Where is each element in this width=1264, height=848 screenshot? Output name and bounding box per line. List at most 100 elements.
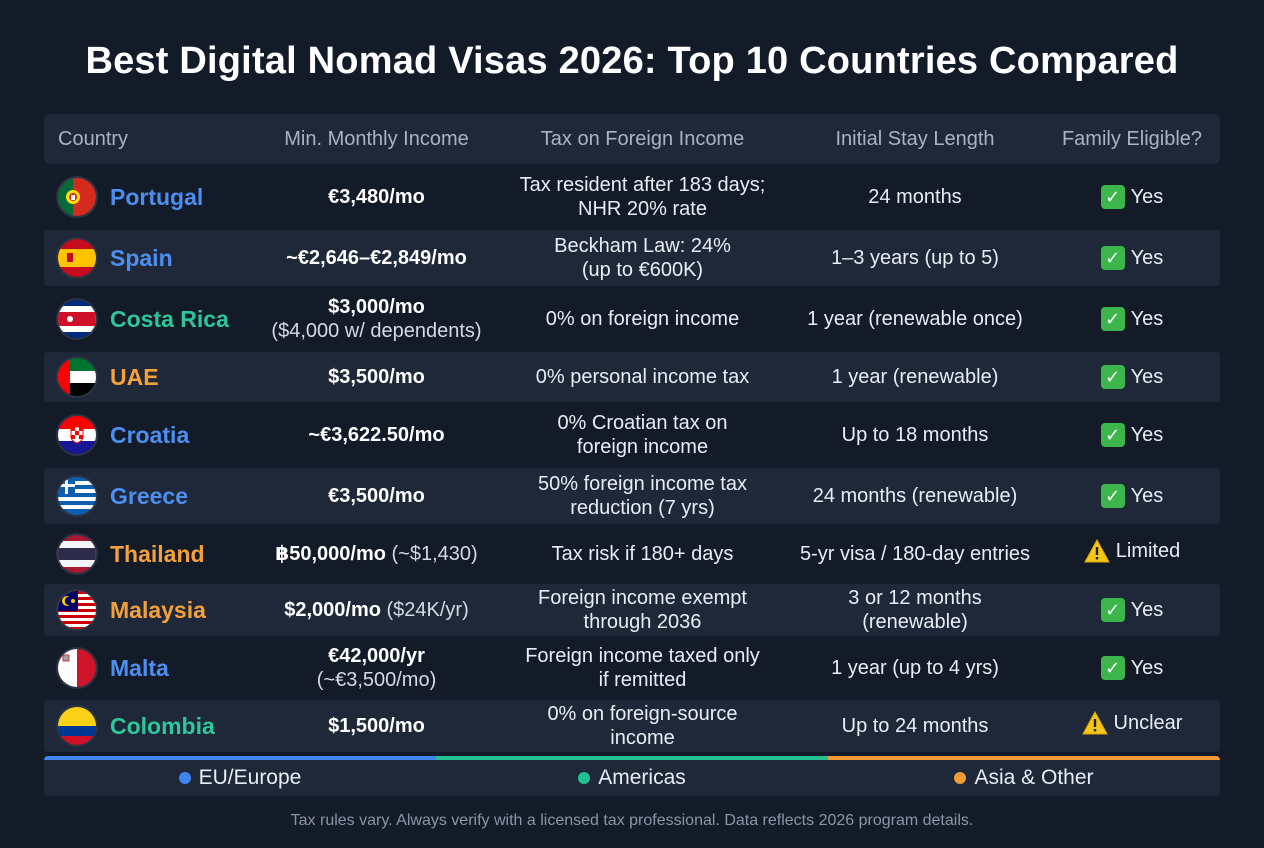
check-icon: ✓ xyxy=(1100,246,1125,270)
table-row: Colombia $1,500/mo 0% on foreign-source inc… xyxy=(44,700,1220,752)
tax-cell: Beckham Law: 24% (up to €600K) xyxy=(499,234,786,282)
income-cell: $3,500/mo xyxy=(254,365,499,389)
stay-line: (renewable) xyxy=(862,611,968,633)
tax-line: Foreign income exempt xyxy=(538,587,747,609)
country-cell: Portugal xyxy=(44,178,254,216)
tax-cell: 0% Croatian tax on foreign income xyxy=(499,411,786,459)
malta-flag-icon xyxy=(58,649,96,687)
tax-cell: Tax risk if 180+ days xyxy=(499,542,786,566)
table-header: Country Min. Monthly Income Tax on Forei… xyxy=(44,114,1220,164)
tax-line: reduction (7 yrs) xyxy=(570,497,715,519)
family-cell: Limited xyxy=(1044,538,1220,569)
tax-line: (up to €600K) xyxy=(581,259,704,281)
legend-label: Asia & Other xyxy=(974,766,1094,789)
family-status: Yes xyxy=(1130,366,1164,388)
legend-bar-eu xyxy=(44,756,436,760)
tax-line: 0% Croatian tax on xyxy=(557,412,728,434)
country-cell: UAE xyxy=(44,358,254,396)
income-cell: $2,000/mo ($24K/yr) xyxy=(254,598,499,622)
family-status: Yes xyxy=(1130,424,1164,446)
family-status: Yes xyxy=(1130,308,1164,330)
colombia-flag-icon xyxy=(58,707,96,745)
income-cell: €3,480/mo xyxy=(254,185,499,209)
tax-cell: 0% personal income tax xyxy=(499,365,786,389)
stay-line: 5-yr visa / 180-day entries xyxy=(799,543,1031,565)
stay-line: 1 year (up to 4 yrs) xyxy=(831,657,999,679)
stay-cell: 5-yr visa / 180-day entries xyxy=(786,542,1044,566)
table-row: Malaysia $2,000/mo ($24K/yr) Foreign incom… xyxy=(44,584,1220,636)
income-cell: $1,500/mo xyxy=(254,714,499,738)
tax-cell: 0% on foreign income xyxy=(499,307,786,331)
stay-line: 24 months (renewable) xyxy=(812,485,1018,507)
page-title: Best Digital Nomad Visas 2026: Top 10 Co… xyxy=(85,40,1179,82)
table-row: Spain ~€2,646–€2,849/mo Beckham Law: 24% (u… xyxy=(44,230,1220,286)
income-amount: $3,500/mo xyxy=(328,366,425,388)
income-cell: ฿50,000/mo (~$1,430) xyxy=(254,542,499,566)
income-amount: $2,000/mo xyxy=(284,599,381,621)
tax-line: income xyxy=(610,727,675,749)
check-icon: ✓ xyxy=(1100,307,1125,331)
income-note: (~€3,500/mo) xyxy=(316,669,437,691)
tax-line: 50% foreign income tax xyxy=(537,473,747,495)
income-conversion: (~$1,430) xyxy=(385,543,478,565)
tax-line: if remitted xyxy=(598,669,687,691)
header-stay: Initial Stay Length xyxy=(835,127,995,150)
income-cell: €3,500/mo xyxy=(254,484,499,508)
stay-line: 1–3 years (up to 5) xyxy=(831,247,999,269)
tax-line: Beckham Law: 24% xyxy=(554,235,731,257)
tax-line: Tax resident after 183 days; xyxy=(519,174,766,196)
table-body: Portugal €3,480/mo Tax resident after 183 … xyxy=(44,169,1220,752)
country-name: Spain xyxy=(110,244,173,271)
income-amount: €3,480/mo xyxy=(328,186,425,208)
family-cell: Unclear xyxy=(1044,710,1220,741)
income-amount: $3,000/mo xyxy=(328,296,425,318)
country-cell: Malta xyxy=(44,649,254,687)
table-row: Portugal €3,480/mo Tax resident after 183 … xyxy=(44,169,1220,225)
header-family: Family Eligible? xyxy=(1061,127,1203,150)
legend-item-eu: EU/Europe xyxy=(44,764,436,792)
family-cell: ✓ Yes xyxy=(1044,598,1220,622)
family-cell: ✓ Yes xyxy=(1044,423,1220,447)
legend-bar-americas xyxy=(436,756,828,760)
country-cell: Costa Rica xyxy=(44,300,254,338)
income-cell: $3,000/mo ($4,000 w/ dependents) xyxy=(254,295,499,343)
legend-label: Americas xyxy=(598,766,686,789)
legend-dot-icon xyxy=(954,772,967,784)
tax-line: 0% personal income tax xyxy=(535,366,750,388)
family-cell: ✓ Yes xyxy=(1044,656,1220,680)
family-status: Yes xyxy=(1130,485,1164,507)
tax-cell: Tax resident after 183 days; NHR 20% rate xyxy=(499,173,786,221)
family-status: Yes xyxy=(1130,599,1164,621)
country-name: UAE xyxy=(110,363,159,390)
stay-line: 1 year (renewable once) xyxy=(807,308,1023,330)
costa-rica-flag-icon xyxy=(58,300,96,338)
check-icon: ✓ xyxy=(1100,598,1125,622)
region-legend: EU/Europe Americas Asia & Other xyxy=(44,756,1220,796)
header-country: Country xyxy=(58,127,129,150)
income-note: ($4,000 w/ dependents) xyxy=(271,320,482,342)
stay-line: Up to 24 months xyxy=(841,715,989,737)
greece-flag-icon xyxy=(58,477,96,515)
tax-line: NHR 20% rate xyxy=(578,198,707,220)
thailand-flag-icon xyxy=(58,535,96,573)
table-row: UAE $3,500/mo 0% personal income tax 1 year… xyxy=(44,352,1220,402)
tax-line: Tax risk if 180+ days xyxy=(551,543,734,565)
legend-dot-icon xyxy=(578,772,591,784)
country-cell: Thailand xyxy=(44,535,254,573)
income-cell: €42,000/yr (~€3,500/mo) xyxy=(254,644,499,692)
country-cell: Colombia xyxy=(44,707,254,745)
country-cell: Croatia xyxy=(44,416,254,454)
income-cell: ~€3,622.50/mo xyxy=(254,423,499,447)
legend-label: EU/Europe xyxy=(198,766,302,789)
footer-note: Tax rules vary. Always verify with a lic… xyxy=(290,812,974,829)
check-icon: ✓ xyxy=(1100,484,1125,508)
stay-line: 3 or 12 months xyxy=(848,587,982,609)
income-amount: €42,000/yr xyxy=(328,645,425,667)
family-cell: ✓ Yes xyxy=(1044,246,1220,270)
family-status: Yes xyxy=(1130,657,1164,679)
country-name: Malta xyxy=(110,654,169,681)
family-status: Unclear xyxy=(1113,712,1183,734)
stay-cell: 1 year (renewable once) xyxy=(786,307,1044,331)
tax-line: through 2036 xyxy=(583,611,702,633)
country-cell: Greece xyxy=(44,477,254,515)
